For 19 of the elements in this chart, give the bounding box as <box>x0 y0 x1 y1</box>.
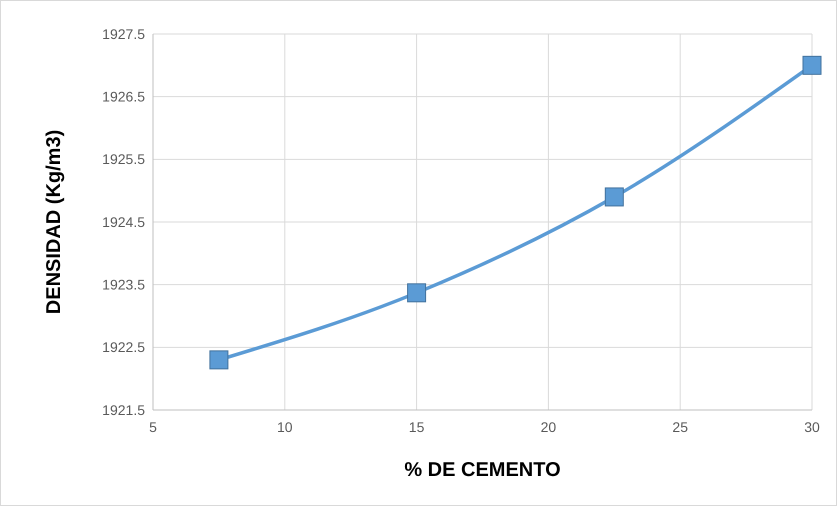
y-tick-label: 1921.5 <box>102 402 146 418</box>
y-tick-label: 1923.5 <box>102 276 146 293</box>
y-axis-title: DENSIDAD (Kg/m3) <box>43 130 65 314</box>
x-tick-label: 25 <box>672 419 688 435</box>
point <box>802 56 822 75</box>
x-tick-label: 30 <box>804 419 820 435</box>
y-tick-label: 1926.5 <box>102 88 146 105</box>
x-tick-label: 10 <box>277 419 293 435</box>
y-tick-label: 1927.5 <box>102 26 146 42</box>
y-tick-label: 1924.5 <box>102 214 146 230</box>
x-tick-label: 15 <box>408 419 425 435</box>
x-tick-label: 20 <box>540 419 556 435</box>
y-tick-label: 1925.5 <box>102 151 146 168</box>
point <box>407 283 426 302</box>
x-tick-label: 5 <box>149 419 158 435</box>
point <box>209 350 228 370</box>
y-tick-label: 1922.5 <box>102 339 146 356</box>
point <box>604 187 624 206</box>
x-axis-title: % DE CEMENTO <box>404 459 561 481</box>
